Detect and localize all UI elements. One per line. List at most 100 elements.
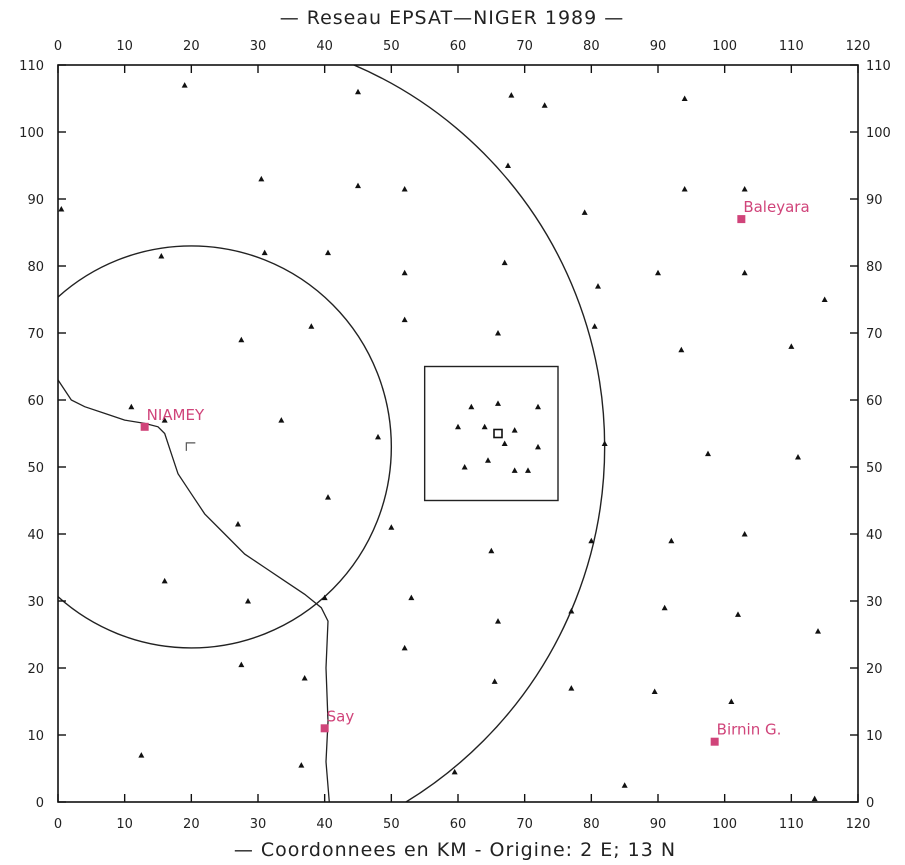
rain-gauge-55 [741, 531, 748, 537]
rain-gauge-4 [681, 95, 688, 101]
rain-gauge-14 [261, 249, 268, 256]
y-tick-label-left-60: 60 [27, 394, 44, 409]
city-label-4: Birnin G. [717, 721, 782, 739]
x-tick-label-top-0: 0 [54, 39, 62, 54]
dense-network-square [423, 365, 559, 502]
rain-gauge-44 [705, 450, 711, 457]
rain-gauge-16 [158, 252, 165, 259]
x-tick-label-top-110: 110 [779, 39, 804, 54]
rain-gauge-7 [258, 175, 265, 182]
y-tick-label-right-110: 110 [866, 59, 891, 74]
x-tick-label-bottom-120: 120 [846, 817, 871, 832]
y-tick-label-left-100: 100 [19, 126, 44, 141]
y-tick-label-right-40: 40 [866, 528, 883, 543]
map-footer: — Coordonnees en KM - Origine: 2 E; 13 N [234, 839, 676, 861]
rain-gauge-75 [621, 782, 628, 788]
rain-gauge-28 [788, 343, 795, 349]
rain-gauge-52 [488, 547, 495, 554]
rain-gauge-62 [735, 611, 741, 617]
y-tick-label-left-90: 90 [27, 193, 44, 208]
x-tick-label-top-100: 100 [712, 39, 737, 54]
rain-gauge-46 [461, 464, 468, 470]
rain-gauge-71 [728, 698, 735, 704]
rain-gauge-67 [301, 675, 308, 681]
y-tick-label-right-70: 70 [866, 327, 883, 342]
rain-gauge-8 [355, 182, 361, 189]
y-tick-label-left-50: 50 [27, 461, 44, 476]
rain-gauge-76 [811, 795, 818, 802]
y-tick-label-right-0: 0 [866, 796, 874, 811]
rain-gauge-58 [321, 594, 328, 601]
y-tick-label-left-20: 20 [27, 662, 44, 677]
center-station-marker [493, 428, 503, 439]
map-frame [57, 64, 859, 803]
y-tick-label-left-0: 0 [36, 796, 44, 811]
rain-gauge-41 [601, 440, 608, 447]
city-label-1: NIAMEY [147, 406, 205, 424]
rain-gauge-2 [355, 88, 361, 95]
rain-gauge-21 [595, 283, 601, 289]
rain-gauge-39 [501, 440, 508, 447]
rain-gauge-22 [821, 296, 828, 302]
x-tick-label-top-80: 80 [583, 39, 600, 54]
y-tick-label-right-30: 30 [866, 595, 883, 610]
rain-gauge-42 [375, 433, 381, 440]
y-tick-label-left-70: 70 [27, 327, 44, 342]
rain-gauge-12 [581, 209, 588, 215]
rain-gauge-48 [525, 467, 531, 473]
rain-gauge-32 [495, 400, 501, 406]
y-tick-label-left-10: 10 [27, 729, 44, 744]
radius-circle-1 [58, 245, 392, 649]
x-tick-label-top-60: 60 [450, 39, 467, 54]
rain-gauge-29 [678, 346, 685, 353]
rain-gauge-6 [505, 162, 511, 168]
rain-gauge-60 [568, 608, 575, 614]
rain-gauge-40 [535, 443, 541, 450]
rain-gauge-36 [455, 423, 461, 430]
radius-circle-2 [351, 65, 606, 802]
y-tick-label-left-110: 110 [19, 59, 44, 74]
rain-gauge-56 [161, 577, 168, 584]
rain-gauge-38 [511, 427, 518, 433]
rain-gauge-70 [651, 688, 658, 694]
y-tick-label-right-50: 50 [866, 461, 883, 476]
x-tick-label-bottom-10: 10 [116, 817, 133, 832]
x-tick-label-top-120: 120 [846, 39, 871, 54]
rain-gauge-37 [481, 423, 488, 430]
x-tick-label-bottom-70: 70 [516, 817, 533, 832]
rain-gauge-59 [408, 594, 415, 601]
rain-gauge-68 [491, 678, 498, 684]
rain-gauge-73 [298, 762, 305, 768]
rain-gauge-23 [401, 316, 408, 323]
x-tick-label-bottom-50: 50 [383, 817, 400, 832]
rain-gauge-64 [495, 618, 501, 624]
x-tick-label-top-20: 20 [183, 39, 200, 54]
rain-gauge-26 [495, 330, 501, 336]
city-label-2: Baleyara [743, 198, 809, 216]
rain-gauge-15 [325, 249, 331, 256]
rain-gauge-57 [245, 598, 251, 604]
plot-area: NIAMEY Baleyara Say Birnin G. [58, 65, 828, 802]
rain-gauge-49 [325, 494, 331, 500]
y-tick-label-left-30: 30 [27, 595, 44, 610]
rain-gauge-30 [128, 403, 135, 410]
rain-gauge-43 [485, 457, 491, 463]
y-tick-label-left-80: 80 [27, 260, 44, 275]
rain-gauge-63 [815, 628, 821, 634]
rain-gauge-34 [161, 417, 168, 423]
y-tick-label-right-60: 60 [866, 394, 883, 409]
city-marker-4 [710, 737, 719, 746]
rain-gauge-61 [661, 604, 668, 611]
x-tick-label-bottom-90: 90 [650, 817, 667, 832]
map-title: — Reseau EPSAT—NIGER 1989 — [280, 7, 625, 29]
x-tick-label-bottom-40: 40 [316, 817, 333, 832]
y-tick-label-right-90: 90 [866, 193, 883, 208]
map-content: NIAMEY Baleyara Say Birnin G. [58, 65, 828, 802]
rain-gauge-5 [541, 102, 548, 108]
x-tick-label-bottom-0: 0 [54, 817, 62, 832]
rain-gauge-1 [181, 82, 188, 88]
rain-gauge-25 [591, 323, 598, 329]
rain-gauge-13 [58, 206, 65, 212]
x-tick-label-top-70: 70 [516, 39, 533, 54]
